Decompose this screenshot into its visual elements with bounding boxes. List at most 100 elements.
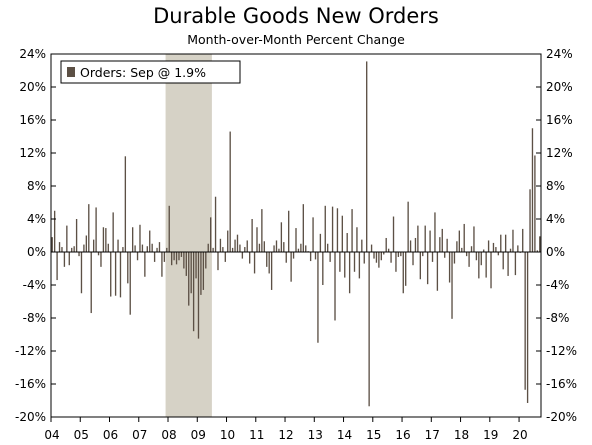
bar [112,212,114,252]
bar [227,230,229,252]
bar [536,250,539,252]
y-tick-label-left: -4% [23,278,46,292]
y-tick-label-left: 0% [27,245,46,259]
left-y-axis: -20% -16% -12% -8% -4% 0% 4% 8% 12% 16% 20% 24% [15,47,56,424]
bar [53,210,56,252]
bar [453,252,456,264]
x-tick-label: 11 [249,428,264,442]
bar [190,252,192,294]
bar [146,246,148,252]
bar [75,219,78,252]
bar [283,242,285,252]
legend-swatch [67,67,75,77]
bar [300,243,302,252]
bar [426,252,429,285]
bar [509,248,512,252]
y-tick-label-right: 12% [546,146,573,160]
bar [368,252,370,407]
bar [351,209,353,252]
bar [122,247,124,252]
y-tick-label-right: -20% [546,410,577,424]
bar [158,242,161,252]
bar [370,244,373,252]
bar [222,247,224,252]
bar [414,237,417,252]
bar [334,252,336,321]
bar [539,236,541,252]
bar [483,249,485,252]
bar [441,228,443,252]
bar [219,238,222,252]
bar [492,242,495,252]
y-tick-label-right: -8% [546,311,569,325]
bar [51,237,53,252]
bar [156,247,158,252]
bar [353,252,356,272]
bar [205,252,207,269]
bar [195,252,197,279]
bar [336,208,339,252]
bar [526,252,529,403]
x-tick-label: 07 [132,428,147,442]
bar [144,252,146,277]
bar [183,252,185,269]
y-tick-label-left: -20% [15,410,46,424]
bar [419,252,421,280]
bar [217,252,219,271]
recession-shading [165,54,212,417]
bar [234,239,236,252]
bar [487,240,490,252]
bar [136,252,139,261]
bar [212,247,214,252]
bar [378,252,380,268]
bar [68,252,70,266]
bar [305,245,307,252]
bar-series [51,61,541,407]
bar [56,252,58,281]
x-tick-label: 16 [395,428,410,442]
bar [309,252,312,262]
bar [266,252,268,267]
bar [344,252,346,278]
bar [110,252,112,297]
bar [331,206,334,252]
bar [387,248,390,252]
bar [131,227,134,252]
bar [346,233,348,252]
bar [470,246,473,252]
chart-subtitle: Month-over-Month Percent Change [187,32,405,47]
bar [231,247,234,252]
y-tick-label-left: -12% [15,344,46,358]
bar [475,252,478,261]
bar [114,252,117,296]
bar [497,252,500,256]
y-tick-label-right: 20% [546,80,573,94]
x-tick-label: 20 [512,428,527,442]
bar [524,252,526,390]
bar [363,252,365,264]
bar [400,252,402,257]
y-tick-label-left: -16% [15,377,46,391]
bar [385,237,387,252]
bar [327,243,329,252]
bar [361,239,363,252]
bar [485,252,487,278]
bar [244,247,246,252]
bar [127,252,129,284]
bar [534,155,536,252]
bar [531,128,534,252]
bar [168,205,170,252]
bar [173,252,175,261]
bar [202,252,205,290]
bar [390,252,392,263]
bar [436,252,439,291]
bar [500,234,502,252]
x-tick-label: 18 [454,428,469,442]
bar [512,229,514,252]
bar [329,252,331,262]
y-tick-label-left: 4% [27,212,46,226]
bar [448,252,451,283]
bar [107,243,109,252]
bar [241,252,244,259]
